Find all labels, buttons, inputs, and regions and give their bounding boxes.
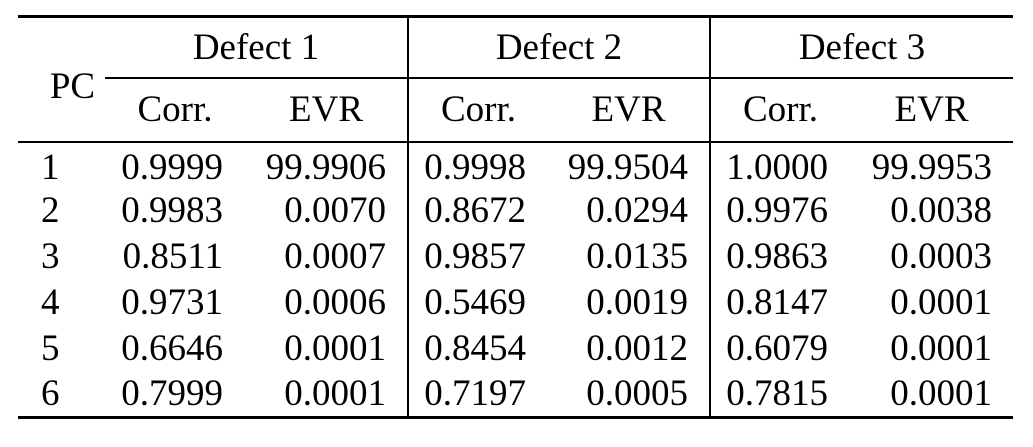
defect3-group-header: Defect 3	[709, 16, 1013, 79]
defect2-evr-value: 0.0294	[586, 190, 688, 231]
defect3-corr-value: 0.7815	[709, 371, 850, 418]
defect2-evr-value: 0.0135	[586, 236, 688, 277]
defect3-corr-value: 1.0000	[709, 141, 850, 188]
defect1-corr-value: 0.8511	[122, 236, 223, 277]
defect3-corr-value: 0.9863	[709, 233, 850, 280]
table-row: 3 0.8511 0.0007 0.9857 0.0135 0.9863 0.0…	[18, 233, 1013, 280]
pc-value: 5	[41, 328, 60, 369]
defect3-corr-header: Corr.	[709, 77, 850, 143]
defect1-corr-header: Corr.	[105, 77, 245, 143]
defect2-evr-value: 0.0019	[586, 282, 688, 323]
pc-value: 2	[41, 190, 60, 231]
defect3-evr-value: 99.9953	[871, 146, 992, 188]
defect3-corr-value: 0.9976	[709, 187, 850, 234]
pc-value: 1	[41, 146, 60, 188]
table-row: 2 0.9983 0.0070 0.8672 0.0294 0.9976 0.0…	[18, 187, 1013, 234]
defect2-group-header: Defect 2	[407, 16, 710, 79]
defect2-evr-value: 99.9504	[567, 146, 688, 188]
pc-value: 3	[41, 236, 60, 277]
defect1-evr-value: 99.9906	[265, 146, 386, 188]
defect1-evr-header: EVR	[245, 77, 408, 143]
defect1-evr-value: 0.0070	[284, 190, 386, 231]
defect3-evr-value: 0.0001	[890, 282, 992, 323]
defect3-corr-value: 0.8147	[709, 279, 850, 326]
defect1-corr-value: 0.7999	[121, 373, 223, 415]
defect3-evr-header: EVR	[850, 77, 1013, 143]
defect1-corr-value: 0.9731	[121, 282, 223, 323]
defect2-corr-value: 0.7197	[407, 371, 548, 418]
defect1-evr-value: 0.0001	[284, 373, 386, 415]
group-header-row: PC Defect 1 Defect 2 Defect 3	[18, 16, 1013, 143]
defect1-corr-value: 0.9983	[121, 190, 223, 231]
table-row: 4 0.9731 0.0006 0.5469 0.0019 0.8147 0.0…	[18, 279, 1013, 326]
pc-column-header: PC	[18, 16, 105, 143]
defect2-evr-header: EVR	[548, 77, 710, 143]
defect2-corr-value: 0.9998	[407, 141, 548, 188]
defect3-evr-value: 0.0003	[890, 236, 992, 277]
defect1-evr-value: 0.0006	[284, 282, 386, 323]
defect3-evr-value: 0.0038	[890, 190, 992, 231]
defect3-evr-value: 0.0001	[890, 373, 992, 415]
defect1-group-header: Defect 1	[105, 16, 408, 79]
defect2-evr-value: 0.0012	[586, 328, 688, 369]
table-row: 6 0.7999 0.0001 0.7197 0.0005 0.7815 0.0…	[18, 371, 1013, 418]
defect2-corr-value: 0.9857	[407, 233, 548, 280]
defect1-corr-value: 0.6646	[121, 328, 223, 369]
defect2-corr-value: 0.5469	[407, 279, 548, 326]
defect2-corr-header: Corr.	[407, 77, 548, 143]
defect2-evr-value: 0.0005	[586, 373, 688, 415]
defect3-evr-value: 0.0001	[890, 328, 992, 369]
pc-value: 6	[41, 373, 60, 415]
defect2-corr-value: 0.8672	[407, 187, 548, 234]
defect1-corr-value: 0.9999	[121, 146, 223, 188]
defect1-evr-value: 0.0007	[284, 236, 386, 277]
table-row: 1 0.9999 99.9906 0.9998 99.9504 1.0000 9…	[18, 141, 1013, 188]
pc-value: 4	[41, 282, 60, 323]
pca-defect-results-table: PC Defect 1 Defect 2 Defect 3 Corr. EVR …	[18, 15, 1013, 419]
sub-header-row: Corr. EVR Corr. EVR Corr. EVR	[18, 77, 1013, 143]
defect3-corr-value: 0.6079	[709, 325, 850, 372]
defect1-evr-value: 0.0001	[284, 328, 386, 369]
table-row: 5 0.6646 0.0001 0.8454 0.0012 0.6079 0.0…	[18, 325, 1013, 372]
defect2-corr-value: 0.8454	[407, 325, 548, 372]
